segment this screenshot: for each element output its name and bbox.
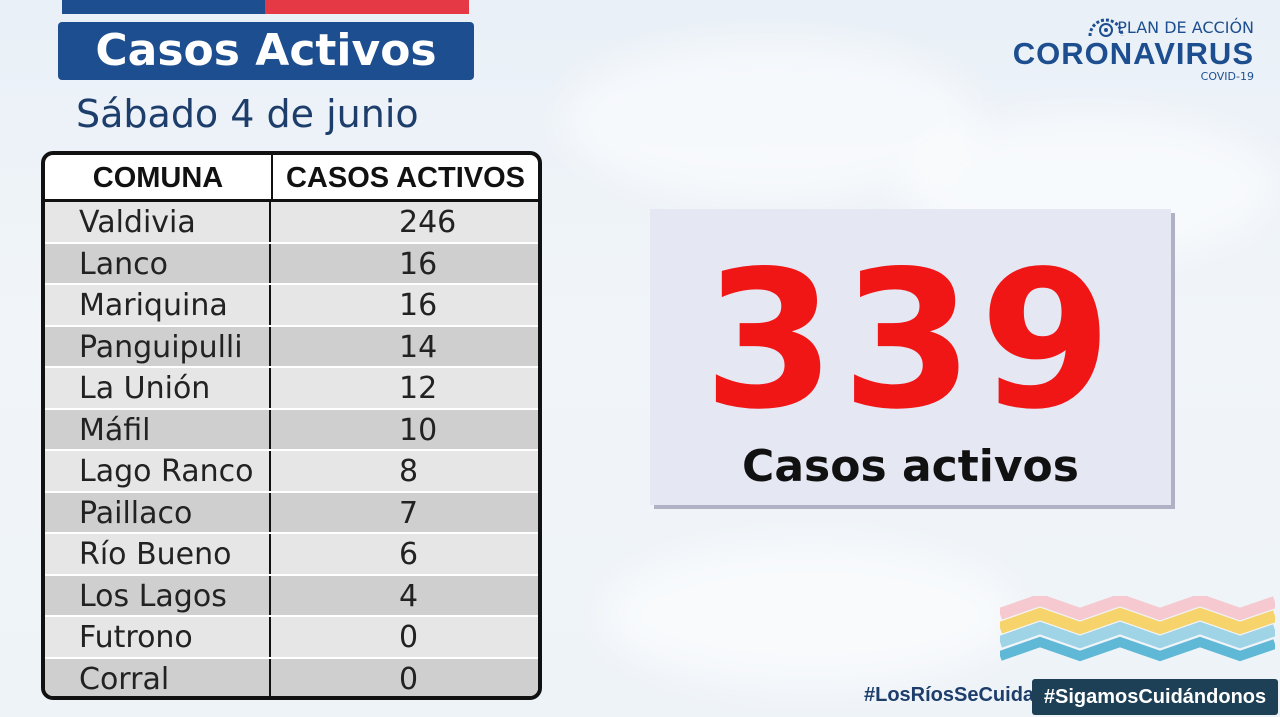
cell-comuna: Los Lagos — [45, 575, 271, 615]
cell-casos: 16 — [399, 246, 438, 282]
hashtag-los-rios: #LosRíosSeCuida — [864, 684, 1035, 706]
cell-casos: 6 — [399, 537, 419, 572]
cell-comuna: Futrono — [45, 617, 271, 657]
cell-comuna: Lanco — [45, 243, 271, 283]
table-row: Corral 0 — [45, 658, 538, 697]
cell-casos: 7 — [399, 495, 419, 531]
logo-main-text: CORONAVIRUS — [1012, 36, 1254, 71]
cell-comuna: Lago Ranco — [45, 451, 271, 491]
decorative-waves — [1000, 596, 1275, 662]
table-row: Valdivia 246 — [45, 202, 538, 244]
column-header-comuna: COMUNA — [45, 155, 273, 199]
table-row: Río Bueno 6 — [45, 534, 538, 576]
background-cloud — [600, 540, 1020, 690]
coronavirus-plan-logo: PLAN DE ACCIÓN CORONAVIRUS COVID-19 — [1013, 12, 1254, 84]
cell-comuna: Paillaco — [45, 492, 271, 532]
top-accent-bar-red — [265, 0, 469, 14]
total-cases-value: 339 — [703, 230, 1118, 451]
cell-casos: 14 — [399, 329, 438, 365]
virus-icon — [1088, 18, 1124, 37]
table-body: Valdivia 246 Lanco 16 Mariquina 16 Panguipu… — [45, 202, 538, 697]
table-row: Paillaco 7 — [45, 492, 538, 534]
cell-comuna: Río Bueno — [45, 534, 271, 574]
logo-plan-text: PLAN DE ACCIÓN — [1117, 18, 1254, 37]
cell-casos: 0 — [399, 620, 419, 655]
page-title: Casos Activos — [58, 22, 474, 80]
cell-comuna: Panguipulli — [45, 326, 271, 366]
cell-casos: 246 — [399, 205, 457, 240]
total-cases-panel: 339 Casos activos — [650, 209, 1171, 505]
top-accent-bar-blue — [62, 0, 265, 14]
table-row: Máfil 10 — [45, 409, 538, 451]
table-row: Panguipulli 14 — [45, 326, 538, 368]
table-header: COMUNA CASOS ACTIVOS — [45, 155, 538, 202]
column-header-casos: CASOS ACTIVOS — [285, 162, 525, 194]
cell-casos: 12 — [399, 371, 438, 406]
table-row: Lanco 16 — [45, 243, 538, 285]
logo-sub-text: COVID-19 — [1200, 70, 1254, 83]
active-cases-table: COMUNA CASOS ACTIVOS Valdivia 246 Lanco 16… — [41, 151, 542, 700]
cell-casos: 8 — [399, 454, 419, 489]
cell-casos: 10 — [399, 412, 438, 448]
cell-casos: 16 — [399, 288, 438, 323]
report-date: Sábado 4 de junio — [76, 92, 419, 136]
hashtag-sigamos: #SigamosCuidándonos — [1032, 679, 1278, 715]
table-row: La Unión 12 — [45, 368, 538, 410]
cell-casos: 0 — [399, 661, 419, 697]
cell-comuna: Mariquina — [45, 285, 271, 325]
table-row: Lago Ranco 8 — [45, 451, 538, 493]
cell-comuna: La Unión — [45, 368, 271, 408]
total-cases-label: Casos activos — [742, 441, 1079, 492]
table-row: Futrono 0 — [45, 617, 538, 659]
cell-comuna: Corral — [45, 658, 271, 696]
cell-casos: 4 — [399, 578, 419, 614]
table-row: Los Lagos 4 — [45, 575, 538, 617]
table-row: Mariquina 16 — [45, 285, 538, 327]
cell-comuna: Valdivia — [45, 202, 271, 242]
cell-comuna: Máfil — [45, 409, 271, 449]
